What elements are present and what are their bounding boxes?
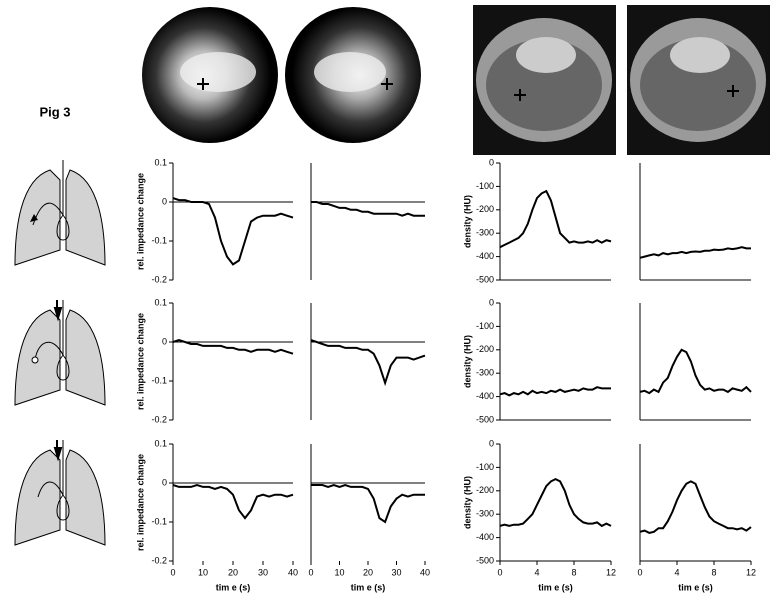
y-tick-label: -300 <box>476 368 494 378</box>
ct-image <box>473 5 616 155</box>
y-tick-label: -200 <box>476 485 494 495</box>
x-tick-label: 0 <box>308 567 313 577</box>
y-axis-label: rel. impedance change <box>135 173 145 270</box>
pig-label: Pig 3 <box>39 104 70 119</box>
y-tick-label: 0 <box>489 297 494 307</box>
data-line <box>639 348 752 395</box>
y-tick-label: 0 <box>162 196 167 206</box>
data-line <box>172 483 294 520</box>
data-line <box>310 339 426 387</box>
data-line <box>499 477 612 528</box>
y-tick-label: -200 <box>476 344 494 354</box>
eit-image <box>285 7 421 143</box>
x-axis-label: tim e (s) <box>351 582 386 592</box>
y-tick-label: -100 <box>476 321 494 331</box>
eit-image <box>142 7 278 143</box>
y-tick-label: -500 <box>476 274 494 284</box>
lung-diagram <box>14 440 106 546</box>
x-tick-label: 8 <box>711 567 716 577</box>
ct-image <box>627 5 770 155</box>
y-tick-label: -400 <box>476 391 494 401</box>
y-tick-label: -300 <box>476 509 494 519</box>
x-axis-label: tim e (s) <box>538 582 573 592</box>
y-axis-label: rel. impedance change <box>135 454 145 551</box>
y-tick-label: 0.1 <box>154 438 167 448</box>
x-tick-label: 30 <box>391 567 401 577</box>
y-tick-label: 0 <box>162 336 167 346</box>
y-tick-label: -100 <box>476 462 494 472</box>
y-tick-label: -400 <box>476 532 494 542</box>
y-tick-label: 0.1 <box>154 297 167 307</box>
x-tick-label: 4 <box>534 567 539 577</box>
x-tick-label: 10 <box>198 567 208 577</box>
y-axis-label: density (HU) <box>462 476 472 529</box>
x-tick-label: 4 <box>674 567 679 577</box>
y-tick-label: -300 <box>476 228 494 238</box>
y-tick-label: -500 <box>476 414 494 424</box>
x-tick-label: 40 <box>288 567 298 577</box>
y-tick-label: -500 <box>476 555 494 565</box>
data-line <box>639 246 751 259</box>
x-tick-label: 30 <box>258 567 268 577</box>
lung-diagram <box>14 300 106 406</box>
x-tick-label: 40 <box>420 567 430 577</box>
x-tick-label: 0 <box>170 567 175 577</box>
x-axis-label: tim e (s) <box>216 582 251 592</box>
x-axis-label: tim e (s) <box>678 582 713 592</box>
data-line <box>311 201 425 217</box>
x-tick-label: 0 <box>637 567 642 577</box>
y-tick-label: 0 <box>489 157 494 167</box>
y-tick-label: -400 <box>476 251 494 261</box>
y-tick-label: -100 <box>476 181 494 191</box>
y-tick-label: 0.1 <box>154 157 167 167</box>
y-axis-label: density (HU) <box>462 195 472 248</box>
x-tick-label: 20 <box>228 567 238 577</box>
y-tick-label: 0 <box>162 477 167 487</box>
y-tick-label: -0.1 <box>151 516 167 526</box>
x-tick-label: 12 <box>746 567 756 577</box>
y-tick-label: -0.2 <box>151 274 167 284</box>
x-tick-label: 8 <box>571 567 576 577</box>
data-line <box>499 386 611 397</box>
y-tick-label: 0 <box>489 438 494 448</box>
lung-diagram <box>14 160 106 266</box>
data-line <box>311 483 425 524</box>
data-line <box>172 339 294 355</box>
y-axis-label: rel. impedance change <box>135 313 145 410</box>
data-line <box>499 189 612 249</box>
x-tick-label: 0 <box>497 567 502 577</box>
y-tick-label: -0.2 <box>151 414 167 424</box>
x-tick-label: 20 <box>363 567 373 577</box>
data-line <box>639 480 752 534</box>
x-tick-label: 12 <box>606 567 616 577</box>
y-tick-label: -0.1 <box>151 375 167 385</box>
y-tick-label: -0.1 <box>151 235 167 245</box>
data-line <box>172 197 294 266</box>
y-tick-label: -200 <box>476 204 494 214</box>
y-tick-label: -0.2 <box>151 555 167 565</box>
x-tick-label: 10 <box>334 567 344 577</box>
y-axis-label: density (HU) <box>462 335 472 388</box>
